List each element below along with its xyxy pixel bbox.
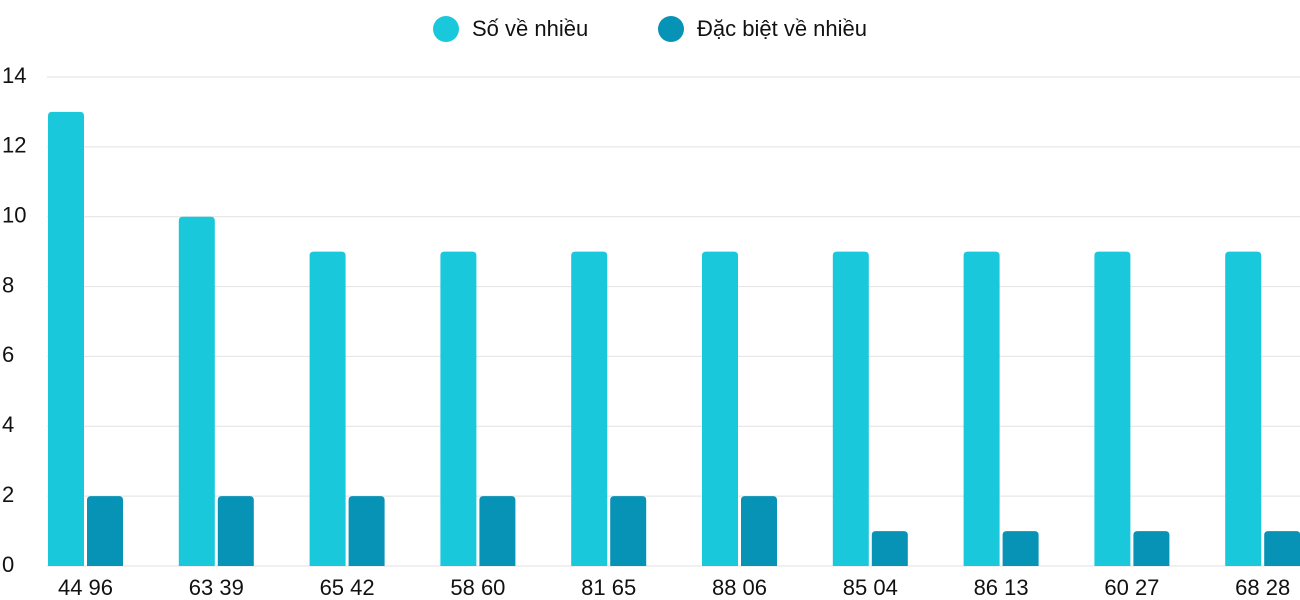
legend-label[interactable]: Đặc biệt về nhiều [697, 16, 867, 41]
y-tick-label: 2 [2, 482, 14, 507]
legend-marker[interactable] [433, 16, 459, 42]
x-tick-label: 65 42 [320, 575, 375, 600]
y-tick-label: 12 [2, 133, 26, 158]
x-tick-label: 58 60 [450, 575, 505, 600]
y-tick-label: 6 [2, 342, 14, 367]
bar [610, 496, 647, 566]
bar [178, 216, 215, 566]
bar [309, 251, 346, 566]
bar [1264, 531, 1300, 566]
legend-label[interactable]: Số về nhiều [472, 16, 588, 41]
bar [440, 251, 477, 566]
y-tick-label: 14 [2, 63, 26, 88]
legend-marker[interactable] [658, 16, 684, 42]
y-tick-label: 10 [2, 203, 26, 228]
x-tick-label: 81 65 [581, 575, 636, 600]
y-tick-label: 0 [2, 552, 14, 577]
bar [479, 496, 516, 566]
bar [1002, 531, 1039, 566]
bar [571, 251, 608, 566]
bar [217, 496, 254, 566]
x-tick-label: 60 27 [1104, 575, 1159, 600]
bar [1133, 531, 1170, 566]
bar [741, 496, 777, 566]
y-tick-label: 4 [2, 412, 14, 437]
bar [348, 496, 385, 566]
x-tick-label: 86 13 [974, 575, 1029, 600]
bar [87, 496, 123, 566]
bar [963, 251, 1000, 566]
bar [702, 251, 738, 566]
bar [48, 111, 84, 566]
x-tick-label: 85 04 [843, 575, 898, 600]
bar [832, 251, 869, 566]
bar [1094, 251, 1131, 566]
x-tick-label: 88 06 [712, 575, 767, 600]
x-tick-label: 63 39 [189, 575, 244, 600]
x-tick-label: 68 28 [1235, 575, 1290, 600]
bar [871, 531, 908, 566]
y-tick-label: 8 [2, 272, 14, 297]
bar [1225, 251, 1262, 566]
x-tick-label: 44 96 [58, 575, 113, 600]
